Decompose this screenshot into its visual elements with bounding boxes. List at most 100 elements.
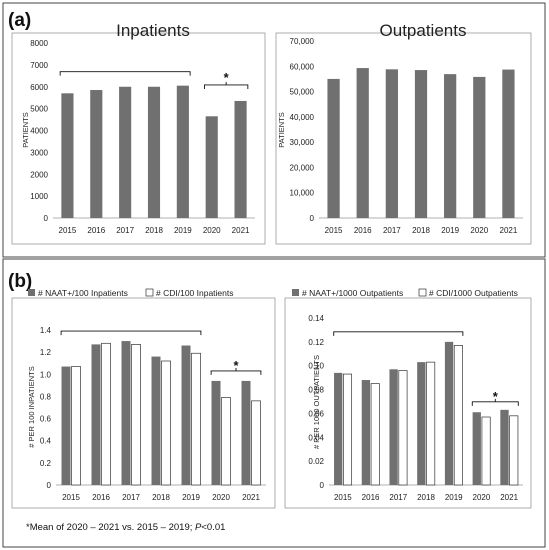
footnote-p: P [195,522,202,533]
outpatients-bar-2017 [385,69,398,218]
inpatient-rates-bar-2015-s0 [61,366,71,485]
outpatient-rates-bar-2021-s1 [509,415,519,486]
legend-swatch-naat-inpatients [28,289,35,296]
inpatients-x-tick-2019: 2019 [174,226,192,235]
footnote-suffix: <0.01 [201,522,225,533]
inpatients-chart-title: Inpatients [116,21,190,40]
outpatient-rates-y-tick: 0 [320,481,325,490]
outpatients-x-tick-2018: 2018 [412,226,430,235]
inpatients-x-tick-2018: 2018 [145,226,163,235]
outpatients-bar-2021 [502,69,515,218]
outpatient-rates-x-tick-2019: 2019 [445,493,463,502]
outpatient-rates-bar-2016-s1 [370,383,380,486]
inpatients-bar-2018 [147,86,161,218]
legend-swatch-naat-outpatients [292,289,299,296]
outpatients-bar-2020 [473,76,486,218]
outpatient-rates-bar-2018-s1 [426,361,436,486]
outpatients-bar-2018 [414,70,428,218]
outpatients-chart-frame [275,32,532,245]
outpatients-x-tick-2020: 2020 [470,226,488,235]
outpatient-rates-significance-star: * [493,389,499,404]
inpatients-bar-2017 [119,86,132,218]
outpatients-x-tick-2015: 2015 [325,226,343,235]
outpatient-rates-x-tick-2021: 2021 [500,493,518,502]
inpatient-rates-y-tick: 0 [47,481,52,490]
outpatient-rates-x-tick-2018: 2018 [417,493,435,502]
outpatients-y-tick: 60,000 [290,62,315,71]
outpatient-rates-y-tick: 0.10 [308,362,324,371]
outpatient-rates-bar-2018-s0 [417,362,426,485]
legend-label-cdi-outpatients: # CDI/1000 Outpatients [429,288,518,298]
outpatients-x-tick-2017: 2017 [383,226,401,235]
inpatient-rates-x-tick-2018: 2018 [152,493,170,502]
outpatients-x-tick-2021: 2021 [500,226,518,235]
inpatients-chart-frame [11,32,266,245]
inpatients-bar-2015 [61,93,74,218]
panel-a-label: (a) [8,10,31,31]
inpatients-y-tick: 5000 [30,105,48,114]
outpatient-rates-bar-2020-s0 [472,412,481,485]
legend-label-naat-inpatients: # NAAT+/100 Inpatients [38,288,128,298]
outpatient-rates-bracket-2015-2019 [333,331,464,336]
inpatient-rates-y-tick: 1.2 [40,348,52,357]
inpatients-x-tick-2017: 2017 [116,226,134,235]
outpatient-rates-bar-2019-s0 [444,341,454,485]
outpatients-x-tick-2016: 2016 [354,226,372,235]
inpatient-rates-bracket-2020-2021 [210,370,262,375]
outpatient-rates-bar-2017-s1 [398,370,408,486]
outpatient-rates-bar-2019-s1 [453,345,463,486]
inpatient-rates-bar-2015-s1 [71,366,81,486]
inpatient-rates-bar-2016-s1 [101,342,111,486]
inpatients-x-tick-2020: 2020 [203,226,221,235]
outpatient-rates-y-label: # PER 1000 OUTPATIENTS [312,355,321,449]
inpatient-rates-significance-star: * [233,358,239,373]
outpatients-y-tick: 70,000 [290,37,315,46]
inpatient-rates-chart-frame [11,297,276,509]
inpatients-bar-2021 [234,100,247,218]
inpatients-significance-star: * [224,70,230,85]
outpatients-bar-2019 [444,74,457,218]
legend-swatch-cdi-inpatients [145,288,154,297]
outpatients-y-tick: 10,000 [290,189,315,198]
outpatients-y-tick: 20,000 [290,163,315,172]
inpatient-rates-y-label: # PER 100 INPATIENTS [27,366,36,447]
outpatients-y-label: PATIENTS [277,112,286,148]
inpatient-rates-bar-2021-s1 [251,400,261,486]
legend-label-cdi-inpatients: # CDI/100 Inpatients [156,288,234,298]
inpatient-rates-y-tick: 0.6 [40,415,52,424]
inpatients-y-tick: 6000 [30,83,48,92]
outpatient-rates-bar-2015-s0 [334,372,343,485]
outpatients-y-tick: 0 [310,214,315,223]
outpatient-rates-y-tick: 0.12 [308,338,324,347]
inpatients-bar-2019 [176,85,189,218]
inpatient-rates-x-tick-2021: 2021 [242,493,260,502]
inpatient-rates-x-tick-2015: 2015 [62,493,80,502]
inpatient-rates-bar-2020-s0 [211,380,221,485]
outpatient-rates-legend: # NAAT+/1000 Outpatients # CDI/1000 Outp… [292,288,518,298]
outpatients-bar-2015 [327,78,340,218]
outpatient-rates-bar-2017-s0 [389,369,398,485]
panel-a-frame [2,2,546,258]
outpatient-rates-bar-2021-s0 [500,409,509,485]
inpatient-rates-bar-2017-s1 [131,344,141,486]
panel-b-frame [2,258,546,548]
inpatients-chart: 0 1000 2000 3000 4000 5000 6000 7000 8000 PATIENT… [21,39,255,235]
inpatients-y-tick: 7000 [30,61,48,70]
inpatient-rates-bar-2019-s0 [181,345,191,485]
inpatient-rates-legend: # NAAT+/100 Inpatients # CDI/100 Inpatie… [28,288,234,298]
inpatient-rates-bar-2016-s0 [91,344,101,485]
inpatient-rates-x-tick-2017: 2017 [122,493,140,502]
inpatient-rates-bracket-2015-2019 [60,330,202,336]
inpatient-rates-y-tick: 0.8 [40,392,52,401]
outpatient-rates-bar-2020-s1 [481,416,491,486]
inpatients-bracket-2015-2019 [59,71,191,76]
inpatients-x-tick-2021: 2021 [232,226,250,235]
inpatient-rates-y-tick: 1.4 [40,326,52,335]
inpatients-y-tick: 3000 [30,148,48,157]
inpatients-y-label: PATIENTS [21,112,30,148]
outpatients-y-tick: 40,000 [290,113,315,122]
footnote: *Mean of 2020 – 2021 vs. 2015 – 2019; P<… [26,522,225,533]
outpatients-chart-title: Outpatients [380,21,467,40]
inpatient-rates-bar-2021-s0 [241,380,251,485]
inpatient-rates-y-tick: 1.0 [40,370,52,379]
